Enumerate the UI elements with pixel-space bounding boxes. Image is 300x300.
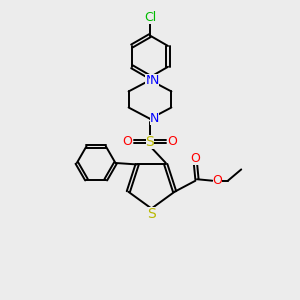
Text: Cl: Cl <box>144 11 156 24</box>
Text: O: O <box>122 135 132 148</box>
Text: S: S <box>147 208 156 221</box>
Text: N: N <box>150 112 159 125</box>
Text: O: O <box>168 135 178 148</box>
Text: S: S <box>146 135 154 149</box>
Text: O: O <box>212 174 222 187</box>
Text: N: N <box>150 74 159 87</box>
Text: O: O <box>190 152 200 165</box>
Text: N: N <box>145 74 155 87</box>
